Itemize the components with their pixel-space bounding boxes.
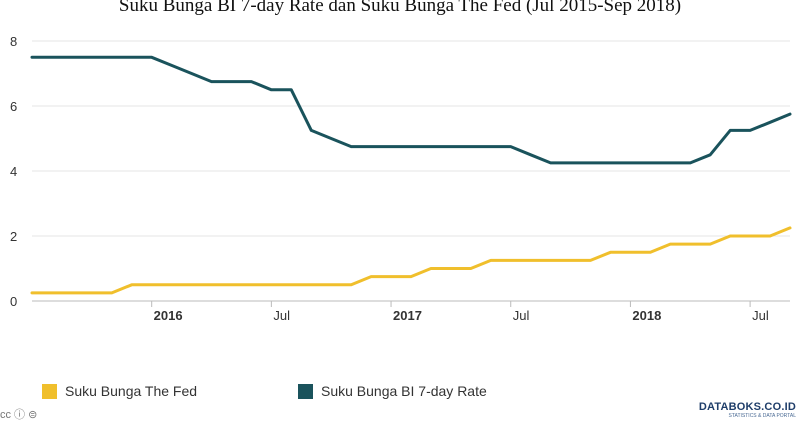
legend-label-the-fed: Suku Bunga The Fed: [65, 383, 198, 399]
legend-item-bi-rate[interactable]: Suku Bunga BI 7-day Rate: [298, 380, 487, 402]
license-icons[interactable]: cc ⓘ ⊜: [0, 409, 38, 421]
x-tick-label: 2018: [632, 308, 661, 323]
series-line-0[interactable]: [30, 226, 792, 295]
legend-swatch-the-fed: [42, 383, 57, 399]
y-tick-label: 8: [10, 34, 17, 49]
y-tick-label: 2: [10, 229, 17, 244]
y-tick-label: 6: [10, 99, 17, 114]
legend-label-bi-rate: Suku Bunga BI 7-day Rate: [321, 383, 487, 399]
y-tick-label: 4: [10, 164, 17, 179]
series-line-1[interactable]: [30, 55, 792, 165]
x-tick-label: 2016: [154, 308, 183, 323]
series-lines: [30, 55, 792, 295]
grid-lines: [32, 40, 790, 237]
x-tick-label: Jul: [273, 308, 290, 323]
brand-name: DATABOKS.CO.ID: [698, 401, 796, 413]
y-tick-label: 0: [10, 294, 17, 309]
legend-item-the-fed[interactable]: Suku Bunga The Fed: [42, 380, 197, 402]
x-tick-label: Jul: [513, 308, 530, 323]
brand-logo[interactable]: DATABOKS.CO.ID STATISTICS & DATA PORTAL: [699, 402, 796, 419]
x-tick-label: Jul: [752, 308, 769, 323]
x-axis: 2016 Jul 2017 Jul 2018 Jul: [32, 300, 790, 323]
legend-swatch-bi-rate: [298, 383, 313, 399]
x-tick-label: 2017: [393, 308, 422, 323]
brand-tagline: STATISTICS & DATA PORTAL: [728, 413, 796, 419]
chart-title: Suku Bunga BI 7-day Rate dan Suku Bunga …: [118, 0, 682, 16]
y-axis-ticks: 0 2 4 6 8: [10, 34, 17, 309]
